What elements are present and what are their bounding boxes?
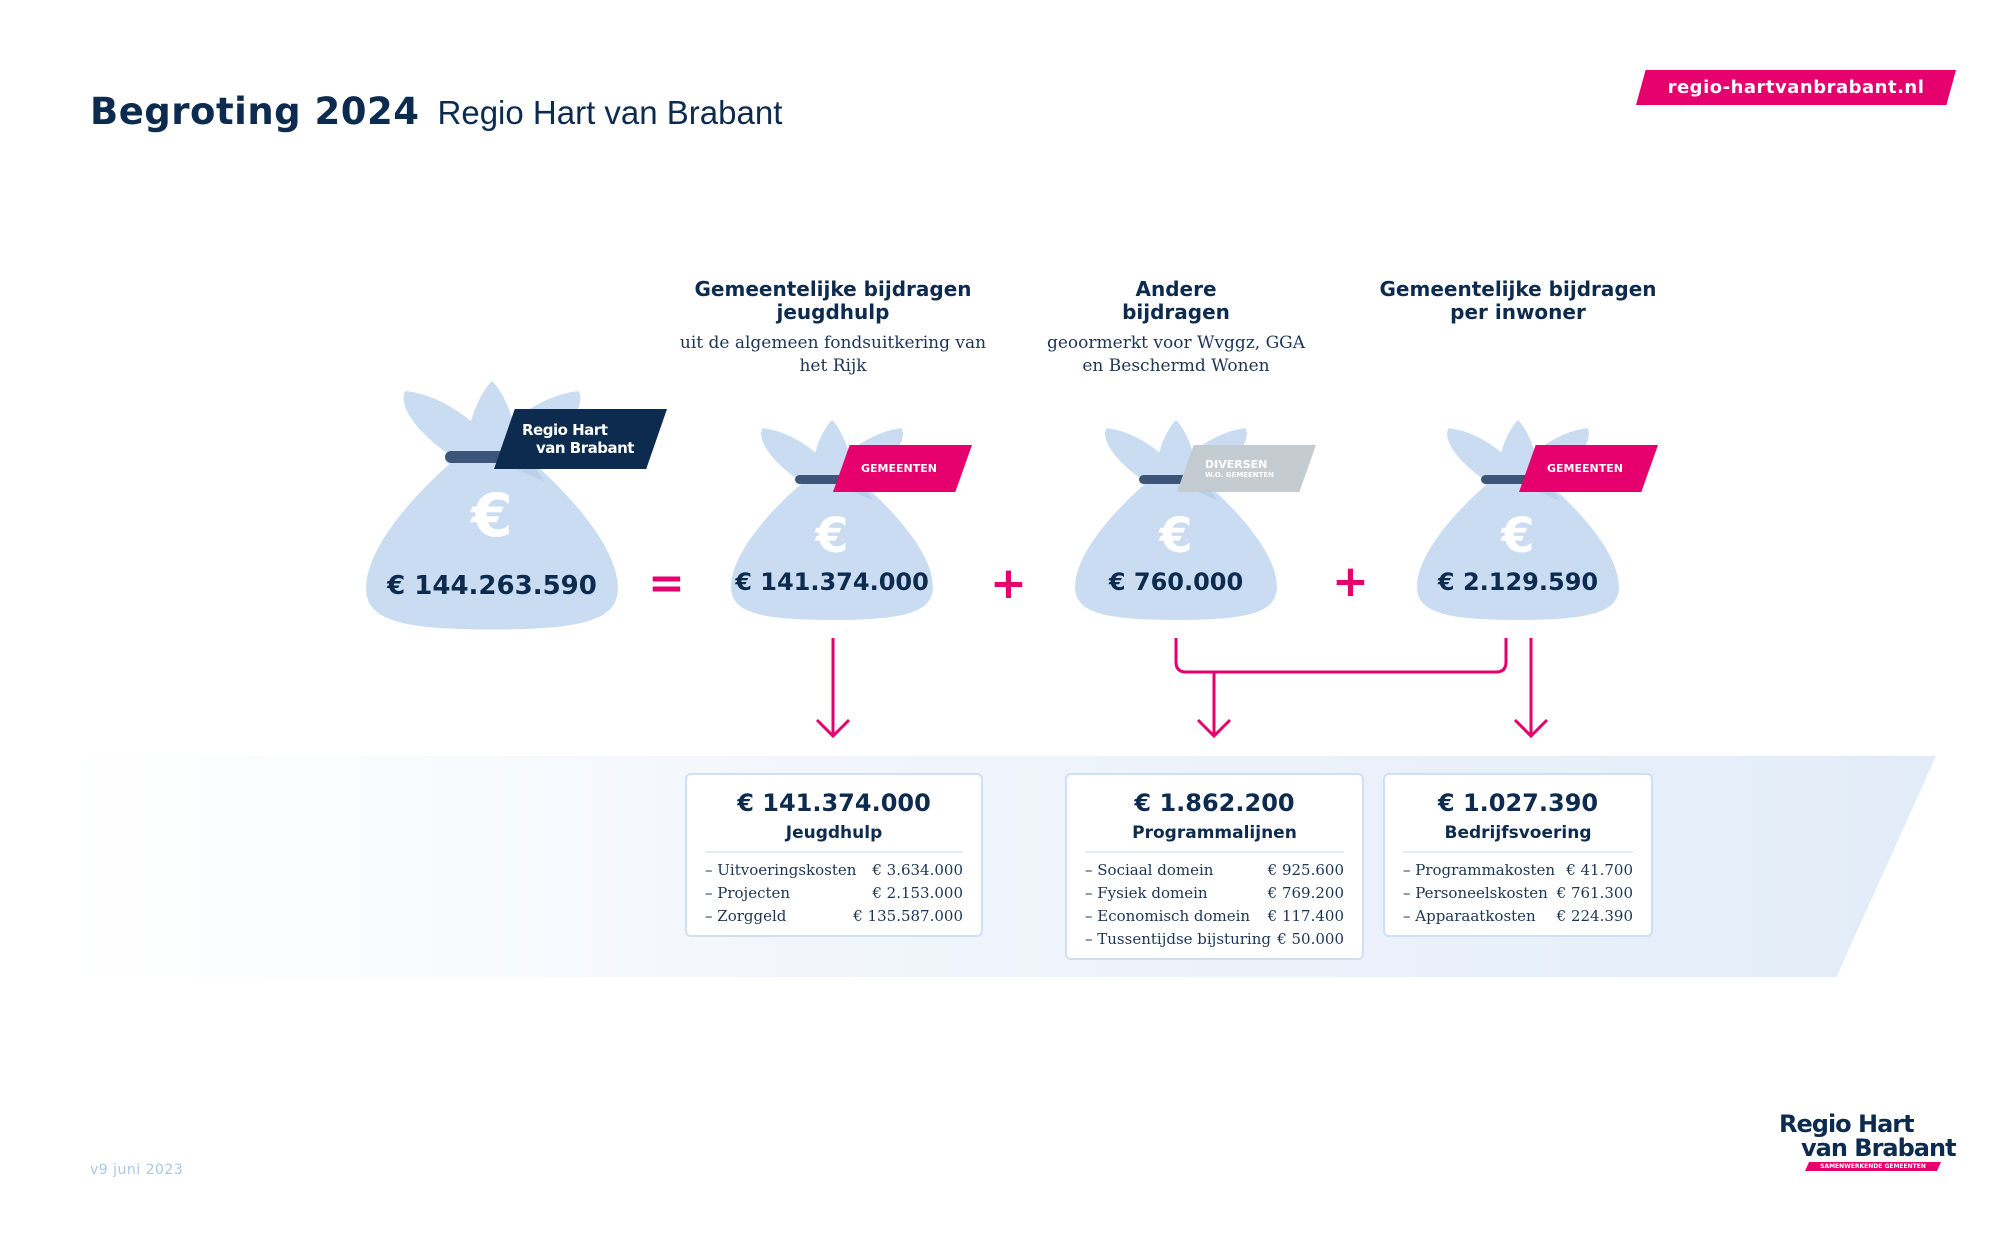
card-row: – Personeelskosten € 761.300 [1403,882,1633,905]
tag-line1: DIVERSEN [1205,458,1268,471]
card-title: Programmalijnen [1085,823,1344,853]
column-title: Andere bijdragen [1122,277,1230,324]
bag-inwoner: GEMEENTEN € € 2.129.590 [1413,420,1658,622]
row-value: € 50.000 [1277,930,1344,948]
row-label: – Apparaatkosten [1403,907,1536,925]
bag-tag: Regio Hart van Brabant [494,409,667,469]
column-header-inwoner: Gemeentelijke bijdragen per inwoner [1358,278,1678,324]
row-label: – Zorggeld [705,907,787,925]
row-label: – Programmakosten [1403,861,1556,879]
euro-icon: € [471,481,513,551]
card-row: – Programmakosten € 41.700 [1403,859,1633,882]
arrow-to-jeugdhulp [815,638,851,739]
arrow-to-bedrijfsvoering [1513,638,1549,739]
bag-andere: DIVERSEN W.O. GEMEENTEN € € 760.000 [1071,420,1316,622]
card-row: – Uitvoeringskosten € 3.634.000 [705,859,963,882]
card-bedrijfsvoering: € 1.027.390 Bedrijfsvoering – Programmak… [1383,773,1653,937]
logo-tagline: SAMENWERKENDE GEMEENTEN [1805,1162,1941,1171]
row-label: – Uitvoeringskosten [705,861,857,879]
card-row: – Economisch domein € 117.400 [1085,905,1344,928]
card-programmalijnen: € 1.862.200 Programmalijnen – Sociaal do… [1065,773,1364,960]
card-row: – Sociaal domein € 925.600 [1085,859,1344,882]
version-date: v9 juni 2023 [90,1162,184,1178]
row-label: – Tussentijdse bijsturing [1085,930,1271,948]
bag-tag: DIVERSEN W.O. GEMEENTEN [1177,445,1316,492]
tag-line2: W.O. GEMEENTEN [1205,471,1275,479]
bag-knot [1139,475,1199,484]
column-header-jeugdhulp: Gemeentelijke bijdragen jeugdhulp uit de … [673,278,993,378]
row-value: € 41.700 [1566,861,1633,879]
card-row: – Fysiek domein € 769.200 [1085,882,1344,905]
row-value: € 135.587.000 [853,907,963,925]
card-amount: € 1.027.390 [1437,789,1599,817]
website-badge[interactable]: regio-hartvanbrabant.nl [1636,70,1956,105]
tag-line1: GEMEENTEN [861,462,937,475]
arrow-to-programmalijnen [1196,672,1232,739]
column-subtitle: geoormerkt voor Wvggz, GGA en Beschermd … [1046,333,1306,376]
bag-amount: € 141.374.000 [735,568,929,596]
plus-sign: + [1332,556,1369,607]
row-label: – Projecten [705,884,791,902]
bag-amount: € 2.129.590 [1437,568,1599,596]
bag-jeugdhulp: GEMEENTEN € € 141.374.000 [727,420,972,622]
card-row: – Projecten € 2.153.000 [705,882,963,905]
card-row: – Apparaatkosten € 224.390 [1403,905,1633,928]
title-bold: Begroting 2024 [90,90,420,133]
row-value: € 224.390 [1556,907,1633,925]
bag-tag: GEMEENTEN [833,445,972,492]
background-band [58,756,1936,977]
column-subtitle: uit de algemeen fondsuitkering van het R… [679,333,987,376]
euro-icon: € [815,508,849,564]
row-label: – Personeelskosten [1403,884,1548,902]
row-label: – Sociaal domein [1085,861,1214,879]
row-label: – Economisch domein [1085,907,1251,925]
regio-logo: Regio Hart van Brabant SAMENWERKENDE GEM… [1779,1112,1959,1171]
card-title: Bedrijfsvoering [1403,823,1633,853]
bracket-connector [1174,638,1508,674]
row-label: – Fysiek domein [1085,884,1208,902]
title-regular: Regio Hart van Brabant [437,94,783,131]
card-title: Jeugdhulp [705,823,963,853]
column-header-andere: Andere bijdragen geoormerkt voor Wvggz, G… [1016,278,1336,378]
row-value: € 925.600 [1267,861,1344,879]
tag-line2: van Brabant [536,439,634,457]
card-row: – Tussentijdse bijsturing € 50.000 [1085,928,1344,951]
bag-total: Regio Hart van Brabant € € 144.263.590 [361,381,667,632]
column-title: Gemeentelijke bijdragen jeugdhulp [694,277,972,324]
row-value: € 761.300 [1556,884,1633,902]
plus-sign: + [990,558,1027,609]
logo-line1: Regio Hart [1779,1110,1915,1138]
row-value: € 3.634.000 [872,861,963,879]
card-amount: € 141.374.000 [737,789,931,817]
column-title: Gemeentelijke bijdragen per inwoner [1379,277,1657,324]
card-amount: € 1.862.200 [1134,789,1295,817]
row-value: € 117.400 [1267,907,1344,925]
row-value: € 769.200 [1267,884,1344,902]
card-jeugdhulp: € 141.374.000 Jeugdhulp – Uitvoeringskos… [685,773,983,937]
euro-icon: € [1501,508,1535,564]
bag-amount: € 760.000 [1108,568,1244,596]
euro-icon: € [1159,508,1193,564]
tag-line1: Regio Hart [522,421,608,439]
bag-tag: GEMEENTEN [1519,445,1658,492]
bag-knot [795,475,855,484]
card-row: – Zorggeld € 135.587.000 [705,905,963,928]
bag-amount: € 144.263.590 [387,571,597,601]
row-value: € 2.153.000 [872,884,963,902]
page-title: Begroting 2024 Regio Hart van Brabant [90,90,782,133]
tag-line1: GEMEENTEN [1547,462,1623,475]
bag-knot [1481,475,1541,484]
equals-sign: = [648,558,685,609]
logo-line2: van Brabant [1801,1134,1957,1162]
